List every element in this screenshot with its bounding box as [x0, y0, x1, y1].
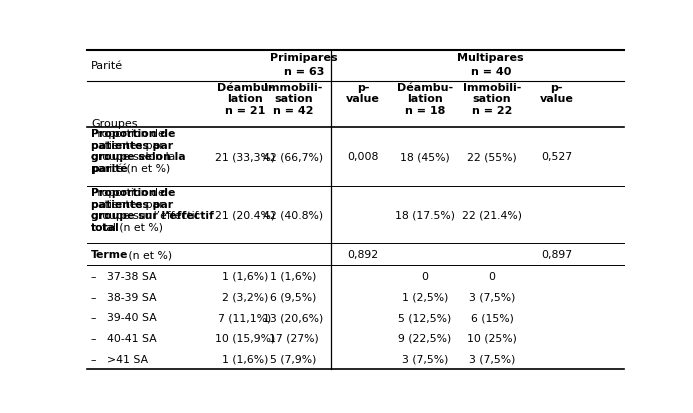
Text: 0,897: 0,897: [541, 250, 572, 260]
Text: 18 (45%): 18 (45%): [400, 152, 450, 162]
Text: 10 (25%): 10 (25%): [467, 333, 517, 343]
Text: Parité: Parité: [91, 61, 123, 71]
Text: p-
value: p- value: [346, 83, 380, 104]
Text: –   39-40 SA: – 39-40 SA: [91, 313, 157, 323]
Text: 6 (15%): 6 (15%): [471, 313, 514, 323]
Text: 1 (1,6%): 1 (1,6%): [222, 271, 268, 281]
Text: (n et %): (n et %): [125, 250, 173, 260]
Text: 3 (7,5%): 3 (7,5%): [469, 292, 516, 302]
Text: 1 (1,6%): 1 (1,6%): [270, 271, 317, 281]
Text: 0: 0: [489, 271, 495, 281]
Text: Proportion de
patientes par
groupe sur l’effectif
total (n et %): Proportion de patientes par groupe sur l…: [91, 188, 198, 232]
Text: –   40-41 SA: – 40-41 SA: [91, 333, 157, 343]
Text: 21 (20.4%): 21 (20.4%): [215, 210, 275, 220]
Text: Immobili-
sation
n = 22: Immobili- sation n = 22: [463, 83, 521, 116]
Text: 10 (15,9%): 10 (15,9%): [215, 333, 275, 343]
Text: 2 (3,2%): 2 (3,2%): [222, 292, 268, 302]
Text: 42 (66,7%): 42 (66,7%): [263, 152, 324, 162]
Text: –   38-39 SA: – 38-39 SA: [91, 292, 157, 302]
Text: 0: 0: [421, 271, 428, 281]
Text: Groupes: Groupes: [91, 119, 137, 129]
Text: 7 (11,1%): 7 (11,1%): [218, 313, 272, 323]
Text: Terme: Terme: [91, 250, 128, 260]
Text: 42 (40.8%): 42 (40.8%): [263, 210, 324, 220]
Text: Proportion de
patientes par
groupe selon la
parité: Proportion de patientes par groupe selon…: [91, 129, 186, 174]
Text: Multipares: Multipares: [457, 52, 524, 62]
Text: –   >41 SA: – >41 SA: [91, 354, 148, 364]
Text: 0,892: 0,892: [348, 250, 379, 260]
Text: 22 (55%): 22 (55%): [467, 152, 517, 162]
Text: 5 (7,9%): 5 (7,9%): [270, 354, 317, 364]
Text: 17 (27%): 17 (27%): [268, 333, 318, 343]
Text: 18 (17.5%): 18 (17.5%): [395, 210, 455, 220]
Text: 3 (7,5%): 3 (7,5%): [402, 354, 448, 364]
Text: 21 (33,3%): 21 (33,3%): [215, 152, 275, 162]
Text: Proportion de
patientes par
groupe selon la
parité (n et %): Proportion de patientes par groupe selon…: [91, 129, 175, 174]
Text: 3 (7,5%): 3 (7,5%): [469, 354, 516, 364]
Text: Immobili-
sation
n = 42: Immobili- sation n = 42: [264, 83, 322, 116]
Text: 6 (9,5%): 6 (9,5%): [270, 292, 317, 302]
Text: Déambu-
lation
n = 18: Déambu- lation n = 18: [397, 83, 453, 116]
Text: 13 (20,6%): 13 (20,6%): [263, 313, 324, 323]
Text: 22 (21.4%): 22 (21.4%): [462, 210, 522, 220]
Text: Déambu-
lation
n = 21: Déambu- lation n = 21: [217, 83, 273, 116]
Text: n = 63: n = 63: [284, 66, 324, 76]
Text: n = 40: n = 40: [471, 66, 511, 76]
Text: –   37-38 SA: – 37-38 SA: [91, 271, 157, 281]
Text: 0,008: 0,008: [347, 152, 379, 162]
Text: 5 (12,5%): 5 (12,5%): [398, 313, 452, 323]
Text: 9 (22,5%): 9 (22,5%): [398, 333, 452, 343]
Text: 0,527: 0,527: [541, 152, 572, 162]
Text: Primipares: Primipares: [270, 52, 338, 62]
Text: 1 (1,6%): 1 (1,6%): [222, 354, 268, 364]
Text: Proportion de
patientes par
groupe sur l’effectif
total: Proportion de patientes par groupe sur l…: [91, 188, 214, 232]
Text: p-
value: p- value: [540, 83, 574, 104]
Text: 1 (2,5%): 1 (2,5%): [402, 292, 448, 302]
